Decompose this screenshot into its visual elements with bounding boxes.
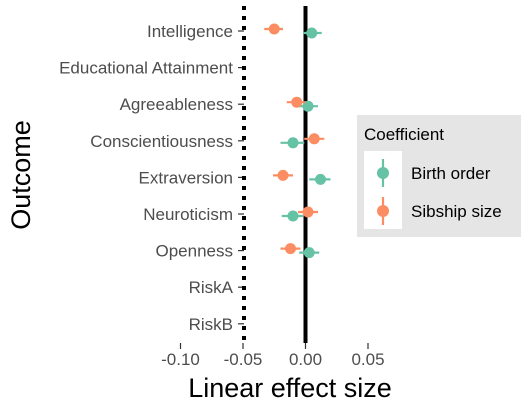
legend: Coefficient Birth order Sibship size [357, 115, 521, 237]
point-marker [277, 169, 289, 181]
legend-key-birth-order: Birth order [377, 159, 491, 187]
data-point-birth-order [281, 210, 303, 222]
y-tick-label: Openness [156, 242, 234, 261]
y-tick-label: Agreeableness [120, 95, 233, 114]
x-axis-title: Linear effect size [188, 373, 392, 403]
data-point-sibship-size [280, 243, 301, 255]
data-point-sibship-size [264, 23, 283, 35]
y-tick-label: Educational Attainment [59, 59, 233, 78]
legend-marker [377, 205, 389, 217]
legend-key-sibship-size: Sibship size [377, 197, 502, 225]
y-tick-label: RiskA [189, 278, 234, 297]
point-marker [308, 133, 320, 145]
legend-label: Sibship size [411, 202, 502, 221]
legend-items: Birth order Sibship size [364, 151, 502, 229]
point-marker [268, 23, 280, 35]
y-tick-label: Extraversion [139, 168, 233, 187]
y-tick-label: Conscientiousness [90, 132, 233, 151]
data-point-birth-order [299, 247, 320, 259]
point-marker [287, 137, 299, 149]
point-marker [285, 243, 296, 255]
data-points [264, 23, 331, 259]
legend-title: Coefficient [364, 125, 444, 144]
point-marker [302, 206, 314, 218]
point-marker [315, 173, 326, 185]
point-marker [287, 210, 299, 222]
point-marker [291, 96, 303, 108]
x-tick-label: 0.05 [351, 350, 384, 369]
legend-marker [377, 167, 389, 179]
y-axis-ticks [238, 30, 244, 325]
x-tick-label: -0.05 [224, 350, 263, 369]
data-point-sibship-size [298, 206, 318, 218]
data-point-birth-order [309, 173, 331, 185]
data-point-sibship-size [273, 169, 293, 181]
data-point-birth-order [280, 137, 305, 149]
y-axis-tick-labels: Intelligence Educational Attainment Agreea… [59, 22, 234, 334]
point-marker [303, 247, 315, 259]
point-marker [306, 27, 318, 39]
data-point-birth-order [303, 27, 322, 39]
y-tick-label: Neuroticism [143, 205, 233, 224]
point-marker [302, 100, 314, 112]
y-tick-label: RiskB [189, 315, 233, 334]
data-point-birth-order [298, 100, 318, 112]
legend-label: Birth order [411, 164, 491, 183]
x-tick-label: 0.00 [289, 350, 322, 369]
y-tick-label: Intelligence [147, 22, 233, 41]
data-point-sibship-size [286, 96, 306, 108]
y-axis-title: Outcome [6, 120, 36, 230]
x-axis: -0.10 -0.05 0.00 0.05 [161, 343, 385, 369]
x-tick-label: -0.10 [161, 350, 200, 369]
data-point-sibship-size [304, 133, 325, 145]
